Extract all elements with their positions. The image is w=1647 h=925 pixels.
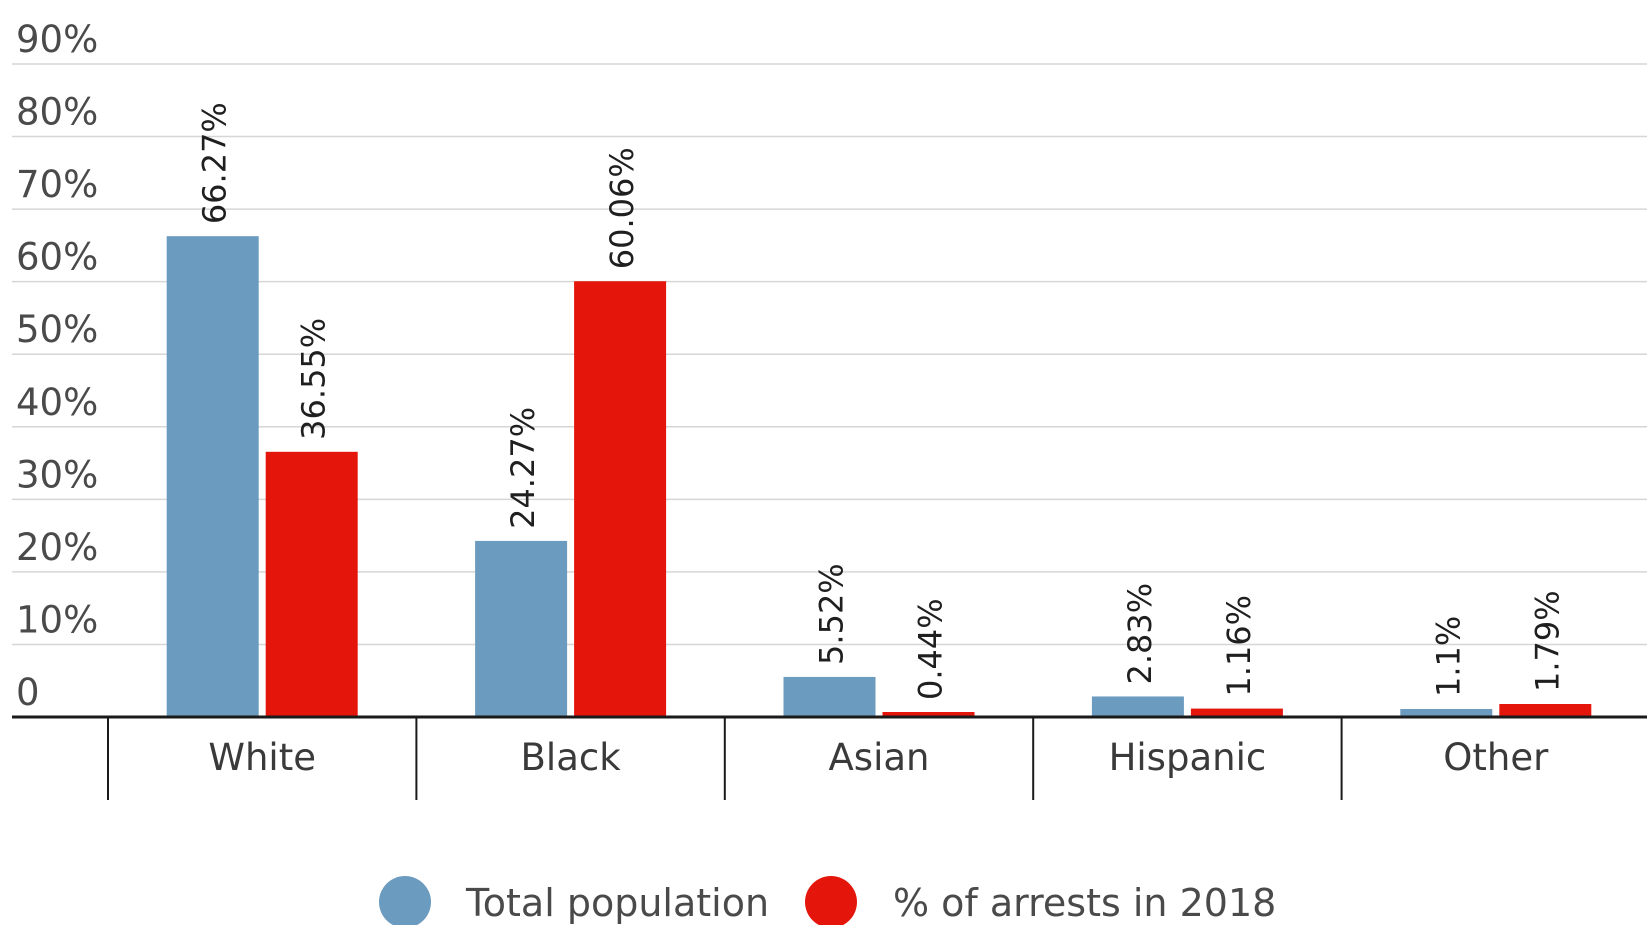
- y-tick-label: 50%: [16, 308, 98, 351]
- legend-item-2[interactable]: % of arrests in 2018: [805, 876, 1276, 925]
- y-tick-label: 80%: [16, 91, 98, 134]
- bar-hispanic-series-2: [1190, 708, 1283, 717]
- x-tick-label: Other: [1443, 736, 1549, 779]
- data-label: 66.27%: [196, 102, 234, 224]
- y-tick-label: 40%: [16, 381, 98, 424]
- bar-other-series-1: [1400, 709, 1493, 717]
- bar-white-series-1: [166, 236, 259, 718]
- y-tick-label: 30%: [16, 453, 98, 496]
- x-tick-label: White: [208, 736, 316, 779]
- data-label: 5.52%: [813, 563, 851, 665]
- bar-black-series-1: [475, 540, 568, 717]
- bar-white-series-2: [265, 451, 358, 717]
- data-label: 1.1%: [1429, 616, 1467, 697]
- y-tick-label: 70%: [16, 163, 98, 206]
- y-axis-ticks: 0 10% 20% 30% 40% 50% 60% 70% 80% 90%: [16, 18, 98, 714]
- legend-label: % of arrests in 2018: [893, 881, 1276, 925]
- y-tick-label: 90%: [16, 18, 98, 61]
- bar-other-series-2: [1499, 704, 1592, 717]
- y-tick-label: 60%: [16, 236, 98, 279]
- data-label: 0.44%: [912, 598, 950, 700]
- data-label: 2.83%: [1121, 583, 1159, 685]
- y-tick-label: 10%: [16, 598, 98, 641]
- legend-label: Total population: [465, 881, 769, 925]
- x-tick-label: Asian: [829, 736, 930, 779]
- legend[interactable]: Total population % of arrests in 2018: [379, 876, 1276, 925]
- data-label: 36.55%: [295, 318, 333, 440]
- y-tick-label: 0: [16, 671, 40, 714]
- data-label: 60.06%: [603, 147, 641, 269]
- data-label: 1.79%: [1528, 590, 1566, 692]
- bar-asian-series-2: [882, 712, 975, 717]
- data-label: 1.16%: [1220, 595, 1258, 697]
- data-label: 24.27%: [504, 407, 542, 529]
- legend-swatch: [805, 876, 857, 925]
- data-labels: 66.27% 36.55% 24.27% 60.06% 5.52% 0.44% 2.83% 1…: [196, 102, 1567, 700]
- legend-swatch: [379, 876, 431, 925]
- x-tick-label: Black: [521, 736, 622, 779]
- bar-hispanic-series-1: [1091, 696, 1184, 717]
- bar-asian-series-1: [783, 676, 876, 717]
- x-axis: White Black Asian Hispanic Other: [12, 715, 1647, 800]
- y-tick-label: 20%: [16, 526, 98, 569]
- x-tick-label: Hispanic: [1109, 736, 1267, 779]
- legend-item-1[interactable]: Total population: [379, 876, 769, 925]
- bars: [166, 236, 1592, 718]
- bar-black-series-2: [574, 281, 667, 717]
